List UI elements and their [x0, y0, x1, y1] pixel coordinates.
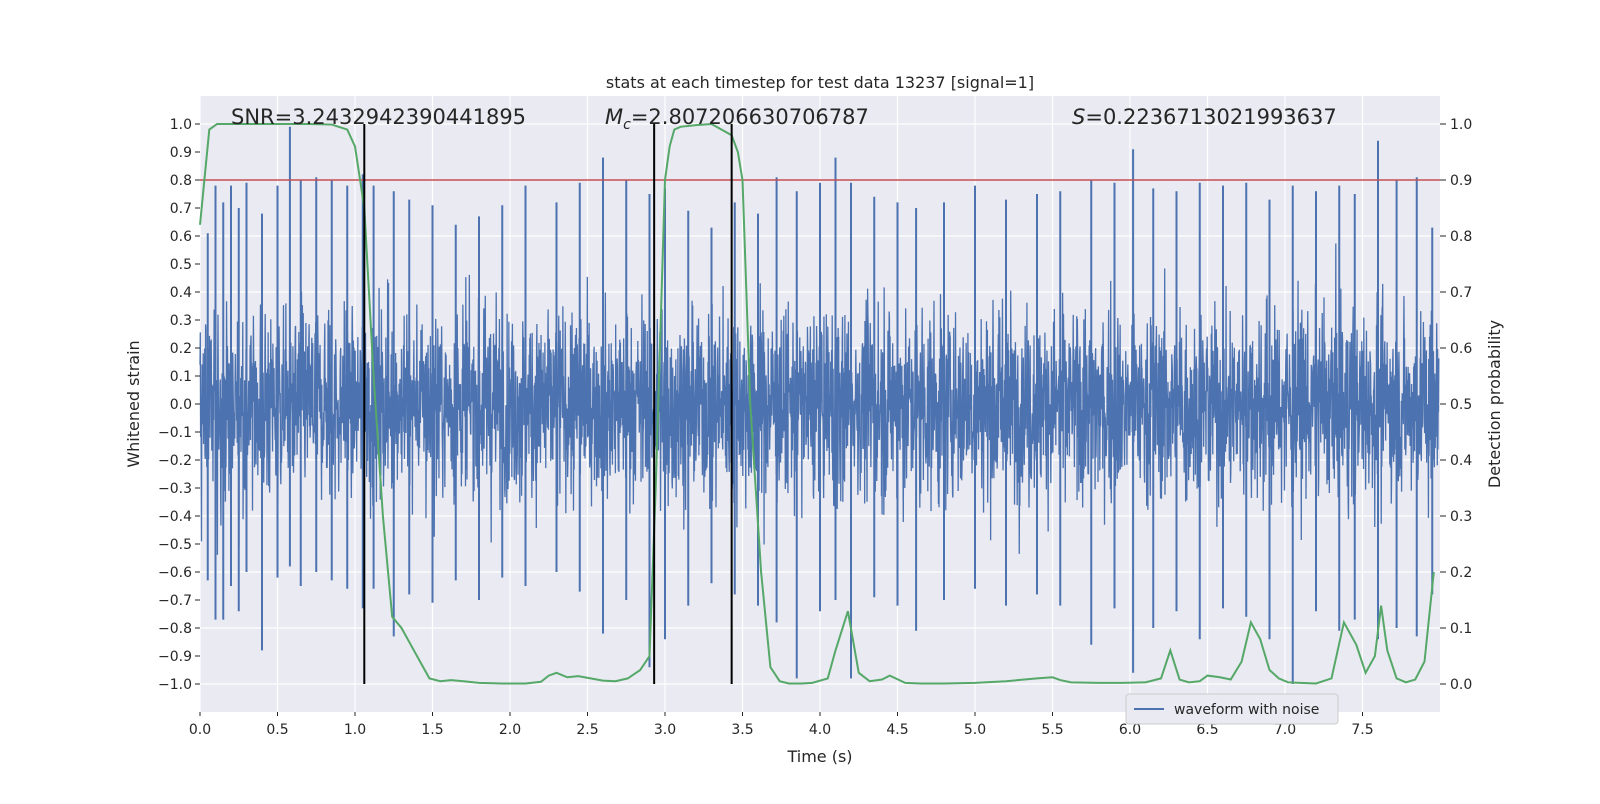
x-axis-ticks: 0.0 0.5 1.0 1.5 2.0 2.5 3.0 3.5 4.0 4.5 5.0 5.5 6.0 6… [189, 712, 1374, 738]
y-left-tick-label: 1.0 [170, 117, 192, 133]
x-tick-label: 0.5 [266, 722, 288, 738]
y-right-tick-label: 0.3 [1450, 509, 1472, 525]
s-symbol: S [1072, 105, 1085, 129]
snr-annotation: SNR=3.2432942390441895 [231, 105, 526, 129]
s-annotation: S=0.2236713021993637 [1072, 105, 1337, 129]
y-left-tick-label: −0.8 [158, 621, 192, 637]
x-tick-label: 2.5 [576, 722, 598, 738]
y-right-tick-label: 0.8 [1450, 229, 1472, 245]
y-left-axis-ticks: 1.0 0.9 0.8 0.7 0.6 0.5 0.4 0.3 0.2 0.1 0.0 −0.1 −0.… [158, 117, 200, 693]
y-right-axis-label: Detection probability [1485, 320, 1504, 488]
y-left-tick-label: 0.4 [170, 285, 192, 301]
x-tick-label: 4.0 [809, 722, 831, 738]
legend-label: waveform with noise [1174, 702, 1319, 718]
y-left-tick-label: 0.6 [170, 229, 192, 245]
legend: waveform with noise [1125, 693, 1339, 725]
y-left-tick-label: −0.9 [158, 649, 192, 665]
y-left-tick-label: −0.6 [158, 565, 192, 581]
y-right-tick-label: 0.9 [1450, 173, 1472, 189]
y-right-tick-label: 0.2 [1450, 565, 1472, 581]
y-left-tick-label: 0.5 [170, 257, 192, 273]
y-left-tick-label: 0.8 [170, 173, 192, 189]
y-left-tick-label: −0.4 [158, 509, 192, 525]
x-tick-label: 6.5 [1196, 722, 1218, 738]
x-axis-label: Time (s) [786, 747, 852, 766]
x-tick-label: 6.0 [1119, 722, 1141, 738]
y-left-tick-label: −0.2 [158, 453, 192, 469]
legend-box [1125, 693, 1339, 725]
detection-probability-series [199, 122, 1435, 685]
y-left-tick-label: 0.2 [170, 341, 192, 357]
y-left-tick-label: 0.7 [170, 201, 192, 217]
y-left-tick-label: −0.3 [158, 481, 192, 497]
x-tick-label: 0.0 [189, 722, 211, 738]
y-left-tick-label: 0.3 [170, 313, 192, 329]
s-value: =0.2236713021993637 [1085, 105, 1336, 129]
y-left-tick-label: −0.1 [158, 425, 192, 441]
y-left-tick-label: −0.5 [158, 537, 192, 553]
chart-title: stats at each timestep for test data 132… [606, 73, 1034, 92]
y-right-tick-label: 0.5 [1450, 397, 1472, 413]
y-right-tick-label: 0.6 [1450, 341, 1472, 357]
y-left-tick-label: 0.9 [170, 145, 192, 161]
y-right-axis-ticks: 1.0 0.9 0.8 0.7 0.6 0.5 0.4 0.3 0.2 0.1 0.0 [1440, 117, 1472, 693]
chirp-mass-annotation: Mc=2.807206630706787 [605, 105, 869, 133]
mc-subscript: c [623, 117, 631, 133]
x-tick-label: 1.5 [421, 722, 443, 738]
x-tick-label: 3.5 [731, 722, 753, 738]
y-right-tick-label: 0.0 [1450, 677, 1472, 693]
y-left-axis-label: Whitened strain [124, 340, 143, 467]
x-tick-label: 3.0 [654, 722, 676, 738]
y-right-tick-label: 0.1 [1450, 621, 1472, 637]
x-tick-label: 7.5 [1351, 722, 1373, 738]
x-tick-label: 5.0 [964, 722, 986, 738]
y-left-tick-label: −1.0 [158, 677, 192, 693]
y-left-tick-label: −0.7 [158, 593, 192, 609]
y-right-tick-label: 0.4 [1450, 453, 1472, 469]
y-right-tick-label: 0.7 [1450, 285, 1472, 301]
x-tick-label: 7.0 [1274, 722, 1296, 738]
x-tick-label: 5.5 [1041, 722, 1063, 738]
x-tick-label: 2.0 [499, 722, 521, 738]
waveform-series [199, 126, 1440, 684]
probability-line [199, 122, 1435, 685]
y-left-tick-label: 0.0 [170, 397, 192, 413]
mc-symbol: M [605, 105, 623, 129]
vertical-markers [363, 124, 733, 684]
mc-value: =2.807206630706787 [631, 105, 869, 129]
x-tick-label: 4.5 [886, 722, 908, 738]
y-left-tick-label: 0.1 [170, 369, 192, 385]
y-right-tick-label: 1.0 [1450, 117, 1472, 133]
x-tick-label: 1.0 [344, 722, 366, 738]
